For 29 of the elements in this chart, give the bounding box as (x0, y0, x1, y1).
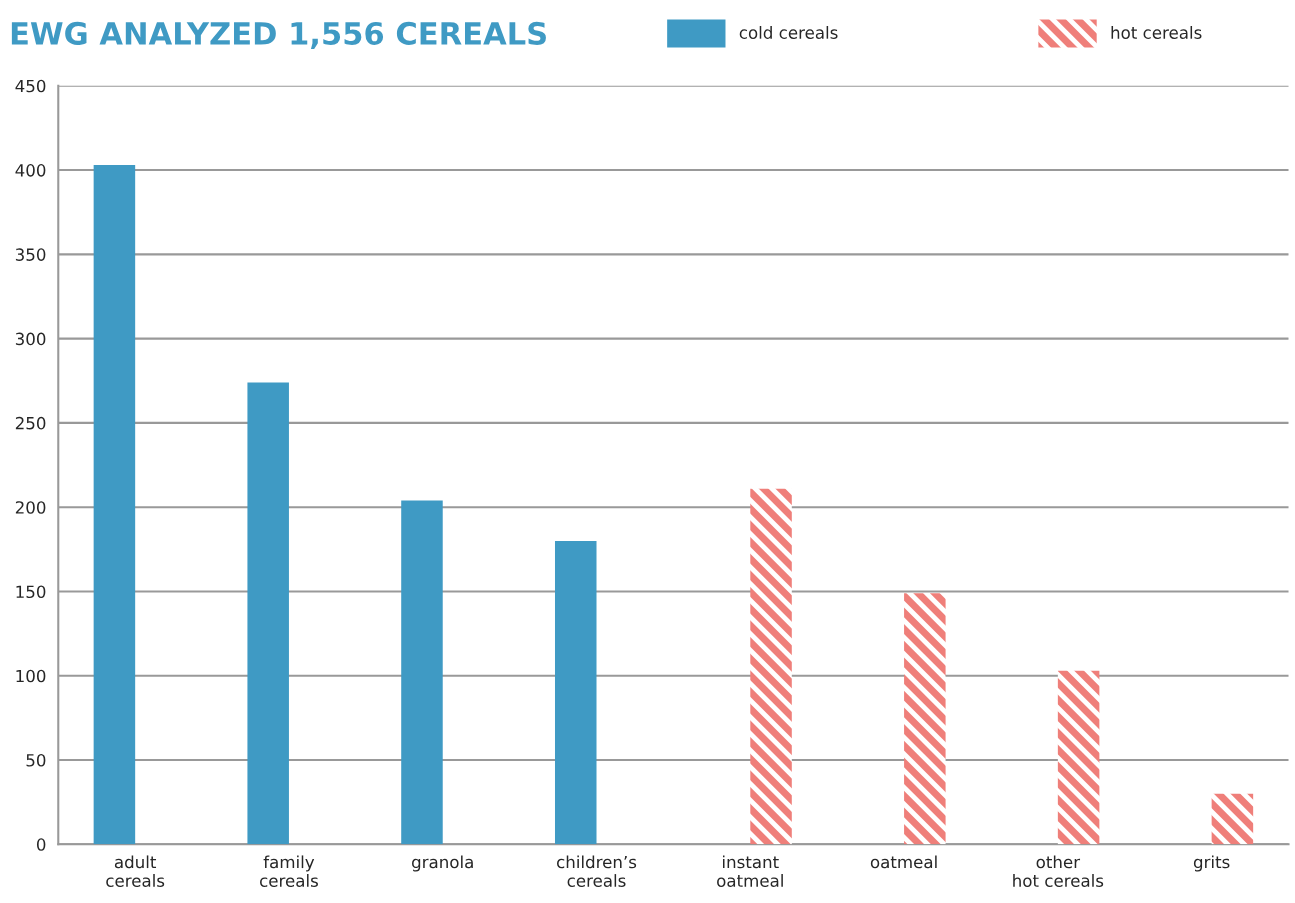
x-tick-label: family cereals (260, 855, 318, 887)
y-tick-label: 0 (36, 838, 46, 851)
x-tick-label: children’s cereals (557, 855, 637, 887)
x-tick-label: instant oatmeal (717, 855, 783, 887)
y-tick-label: 400 (15, 164, 46, 177)
bar (1211, 793, 1254, 845)
bar (247, 382, 289, 845)
y-tick-label: 450 (15, 79, 46, 93)
bar (904, 593, 946, 845)
x-tick-label: other hot cereals (1013, 855, 1104, 887)
legend-label: cold cereals (739, 26, 838, 39)
chart-title: EWG ANALYZED 1,556 CEREALS (11, 21, 546, 49)
y-tick-label: 300 (15, 332, 46, 346)
bar (93, 165, 136, 845)
y-tick-label: 200 (15, 501, 46, 514)
bar (554, 540, 597, 845)
x-tick-label: granola (412, 855, 473, 872)
y-tick-label: 150 (16, 585, 46, 599)
x-tick-label: oatmeal (870, 855, 937, 869)
y-tick-label: 100 (16, 669, 46, 683)
y-tick-label: 350 (15, 248, 46, 261)
bar (401, 500, 443, 845)
bar (750, 488, 792, 845)
legend-label: hot cereals (1111, 26, 1202, 39)
bar (1057, 670, 1100, 845)
x-tick-label: adult cereals (106, 855, 165, 887)
y-tick-label: 50 (26, 753, 46, 767)
y-tick-label: 250 (15, 416, 46, 430)
x-tick-label: grits (1193, 855, 1230, 872)
